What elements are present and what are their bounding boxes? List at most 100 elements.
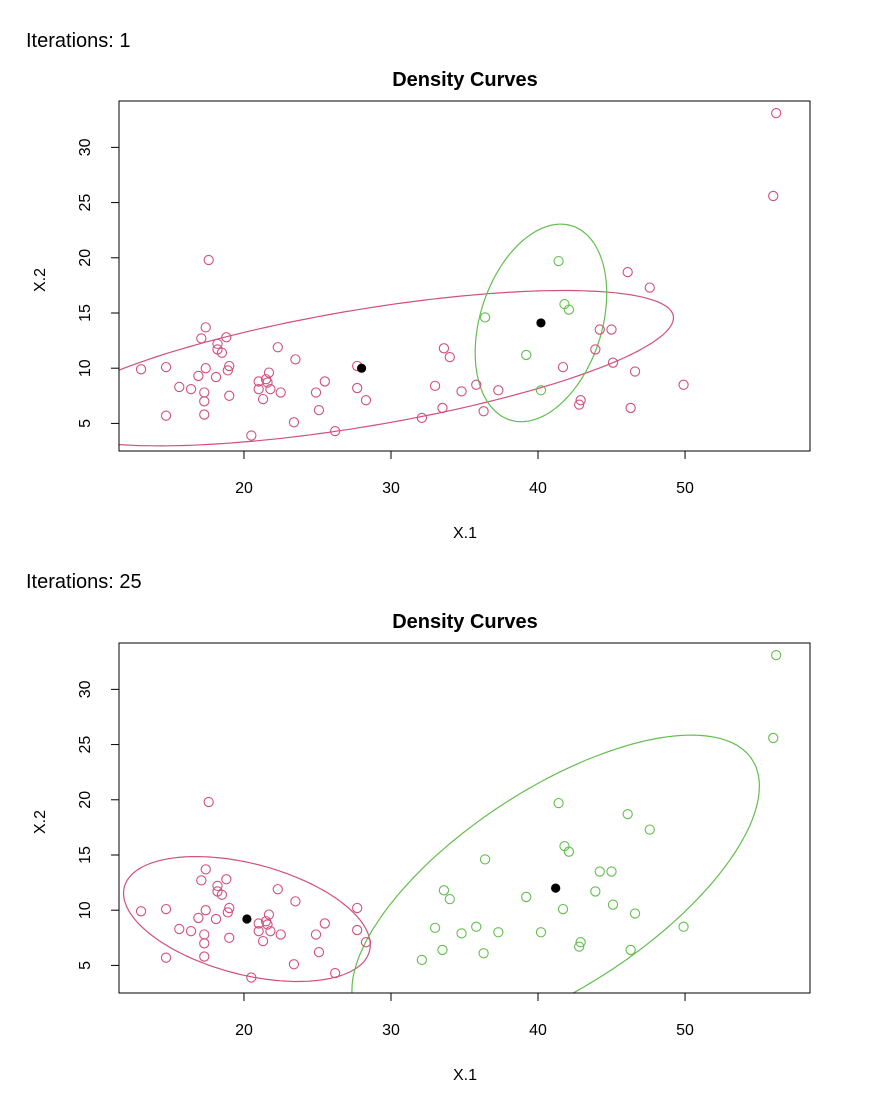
cluster-1-point: [329, 425, 341, 437]
cluster-1-point: [471, 379, 482, 390]
cluster-1-point: [216, 889, 228, 900]
cluster-1-point: [644, 282, 655, 293]
cluster-center-1: [242, 914, 252, 924]
cluster-2-point: [553, 255, 564, 267]
cluster-1-point: [478, 406, 489, 417]
cluster-2-point: [563, 304, 575, 315]
x-axis-label: X.1: [453, 1067, 477, 1082]
y-axis-label: X.2: [32, 268, 49, 292]
cluster-1-point: [196, 333, 207, 344]
cluster-1-point: [253, 926, 264, 937]
cluster-1-point: [768, 190, 779, 202]
cluster-1-point: [678, 379, 689, 390]
cluster-1-point: [444, 352, 455, 363]
cluster-1-point: [272, 342, 283, 353]
cluster-1-point: [290, 896, 301, 907]
cluster-1-point: [329, 967, 341, 979]
cluster-1-point: [574, 399, 585, 410]
cluster-2-point: [768, 732, 779, 744]
cluster-1-point: [174, 381, 185, 393]
cluster-1-point: [185, 926, 197, 937]
cluster-1-point: [263, 909, 275, 920]
cluster-1-point: [313, 946, 325, 958]
cluster-2-point: [574, 941, 585, 952]
x-tick-label: 30: [382, 1022, 400, 1039]
cluster-1-point: [222, 907, 233, 918]
cluster-2-point: [493, 927, 504, 938]
cluster-1-point: [416, 412, 428, 424]
cluster-1-point: [160, 410, 172, 421]
density-curves-plot-2: Density Curves 20 30 40 50 5 10 15 20 25 30 X.1 X.2: [32, 611, 811, 1082]
cluster-1-point: [607, 357, 619, 368]
y-tick-label: 10: [77, 359, 94, 377]
cluster-1-point: [437, 402, 448, 414]
cluster-2-point: [629, 908, 641, 919]
cluster-1-point: [257, 393, 269, 405]
cluster-2-point: [535, 385, 547, 396]
cluster-1-point: [221, 332, 232, 343]
cluster-1-point: [193, 370, 204, 382]
cluster-1-point: [193, 912, 204, 924]
cluster-1-point: [212, 338, 223, 350]
cluster-1-point: [290, 354, 301, 365]
cluster-1-point: [262, 919, 273, 930]
cluster-1-point: [160, 361, 172, 373]
cluster-1-point: [352, 924, 363, 936]
cluster-1-point: [224, 390, 235, 401]
cluster-1-point: [203, 254, 214, 266]
cluster-2-point: [644, 824, 655, 835]
density-curve-2: [351, 734, 761, 993]
y-tick-label: 15: [77, 846, 94, 864]
cluster-1-point: [199, 396, 210, 407]
cluster-1-point: [319, 918, 330, 929]
x-tick-label: 30: [382, 480, 400, 497]
cluster-1-point: [224, 360, 235, 372]
cluster-1-point: [606, 324, 617, 335]
cluster-1-point: [456, 386, 467, 397]
cluster-1-point: [265, 384, 276, 395]
cluster-2-point: [429, 922, 441, 934]
y-tick-label: 20: [77, 249, 94, 267]
cluster-1-point: [203, 796, 214, 808]
cluster-1-point: [310, 929, 322, 940]
x-tick-label: 40: [529, 480, 547, 497]
cluster-1-point: [199, 929, 210, 940]
y-tick-label: 10: [77, 901, 94, 919]
x-tick-label: 20: [235, 480, 253, 497]
y-tick-label: 5: [77, 961, 94, 970]
iterations-caption-2: Iterations: 25: [26, 571, 142, 593]
cluster-center-2: [536, 318, 546, 328]
cluster-1-point: [352, 382, 363, 394]
cluster-1-point: [257, 935, 269, 947]
cluster-1-point: [493, 385, 504, 396]
x-tick-label: 50: [676, 480, 694, 497]
y-tick-label: 5: [77, 419, 94, 428]
density-curves-plot-1: Density Curves 20 30 40 50 5 10 15 20 25 30 X.1 X.2: [32, 69, 811, 540]
cluster-1-point: [629, 366, 641, 377]
cluster-1-point: [288, 959, 300, 970]
cluster-1-point: [352, 902, 363, 914]
cluster-2-point: [416, 954, 428, 966]
cluster-1-point: [185, 384, 197, 395]
cluster-1-point: [438, 343, 450, 354]
cluster-2-point: [563, 846, 575, 857]
cluster-2-point: [471, 921, 482, 932]
plot-area: [123, 649, 782, 993]
cluster-1-point: [174, 923, 185, 935]
cluster-1-point: [160, 952, 172, 963]
cluster-1-point: [771, 107, 782, 119]
cluster-1-point: [196, 875, 207, 886]
cluster-2-point: [521, 891, 532, 903]
iterations-caption-1: Iterations: 1: [26, 30, 131, 52]
cluster-2-point: [625, 944, 636, 956]
cluster-1-point: [246, 430, 257, 441]
cluster-1-point: [221, 874, 232, 885]
cluster-2-point: [479, 312, 491, 323]
plot-frame: [118, 100, 811, 452]
cluster-2-point: [771, 649, 782, 661]
chart-title: Density Curves: [392, 69, 538, 91]
cluster-1-point: [263, 367, 275, 378]
y-tick-label: 15: [77, 304, 94, 322]
cluster-2-point: [456, 928, 467, 939]
x-tick-label: 40: [529, 1022, 547, 1039]
